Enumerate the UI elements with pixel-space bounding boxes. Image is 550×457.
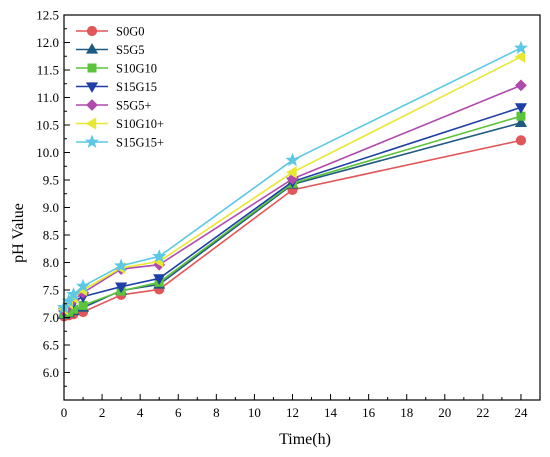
- legend-label: S10G10: [116, 62, 157, 76]
- y-tick-label: 9.5: [43, 173, 59, 188]
- x-tick-label: 16: [362, 405, 376, 420]
- y-tick-label: 8.0: [43, 255, 59, 270]
- data-point: [286, 166, 297, 179]
- y-tick-label: 11.0: [37, 90, 59, 105]
- legend-item: S10G10+: [76, 117, 164, 131]
- x-tick-label: 10: [248, 405, 261, 420]
- series-s0g0: [58, 135, 527, 322]
- y-tick-label: 11.5: [37, 63, 59, 78]
- legend-item: S15G15+: [76, 134, 164, 150]
- data-point: [115, 282, 128, 294]
- x-tick-label: 24: [514, 405, 528, 420]
- x-tick-label: 22: [476, 405, 489, 420]
- legend-item: S15G15: [76, 80, 157, 94]
- data-point: [515, 79, 527, 92]
- x-tick-label: 8: [213, 405, 220, 420]
- x-axis-title: Time(h): [279, 431, 331, 448]
- legend-marker: [85, 82, 99, 93]
- legend-item: S10G10: [76, 62, 157, 76]
- x-tick-label: 12: [286, 405, 299, 420]
- x-tick-label: 20: [438, 405, 451, 420]
- legend-label: S10G10+: [116, 117, 164, 131]
- data-point: [66, 286, 81, 301]
- data-point: [153, 274, 166, 285]
- y-tick-label: 10.5: [36, 118, 59, 133]
- data-point: [515, 135, 527, 146]
- data-point: [75, 278, 91, 293]
- x-tick-label: 4: [137, 405, 144, 420]
- data-point: [514, 50, 526, 63]
- data-point: [114, 258, 129, 272]
- legend-label: S0G0: [116, 25, 144, 39]
- legend-marker: [87, 63, 97, 73]
- x-tick-label: 0: [61, 405, 68, 420]
- data-point: [514, 103, 528, 114]
- data-point: [285, 152, 300, 167]
- x-tick-label: 18: [400, 405, 413, 420]
- legend-label: S15G15: [116, 80, 157, 94]
- legend-label: S5G5: [116, 43, 144, 57]
- data-point: [513, 40, 529, 55]
- y-tick-label: 7.0: [43, 310, 59, 325]
- legend-label: S15G15+: [116, 136, 164, 150]
- series-s5g5-plus: [58, 79, 527, 317]
- legend-item: S5G5: [76, 43, 144, 57]
- legend-item: S5G5+: [76, 99, 152, 113]
- y-tick-label: 10.0: [36, 145, 59, 160]
- legend-marker: [84, 134, 100, 149]
- y-tick-label: 12.5: [36, 8, 59, 23]
- y-axis-title: pH Value: [10, 203, 27, 263]
- x-tick-label: 14: [324, 405, 338, 420]
- axes: 0 2 4 6 8 10 12 14 16 18 20 22 246.06.57.07.58.08.59…: [36, 8, 541, 420]
- y-tick-label: 6.0: [43, 365, 59, 380]
- legend-marker: [86, 99, 98, 111]
- y-tick-label: 6.5: [43, 338, 59, 353]
- y-tick-label: 12.0: [36, 35, 59, 50]
- series-line: [63, 122, 522, 316]
- data-point: [152, 249, 167, 263]
- legend-marker: [86, 25, 98, 37]
- y-tick-label: 9.0: [43, 200, 59, 215]
- x-tick-label: 2: [99, 405, 106, 420]
- x-tick-label: 6: [175, 405, 182, 420]
- legend: S0G0 S5G5 S10G10 S15G15 S5G5+ S10G10+ S15G15+: [76, 25, 164, 150]
- series-line: [63, 139, 522, 318]
- data-point: [514, 116, 528, 127]
- legend-item: S0G0: [76, 25, 144, 39]
- legend-marker: [85, 117, 97, 130]
- legend-label: S5G5+: [116, 99, 152, 113]
- y-tick-label: 8.5: [43, 228, 59, 243]
- y-tick-label: 7.5: [43, 283, 59, 298]
- legend-marker: [85, 43, 99, 54]
